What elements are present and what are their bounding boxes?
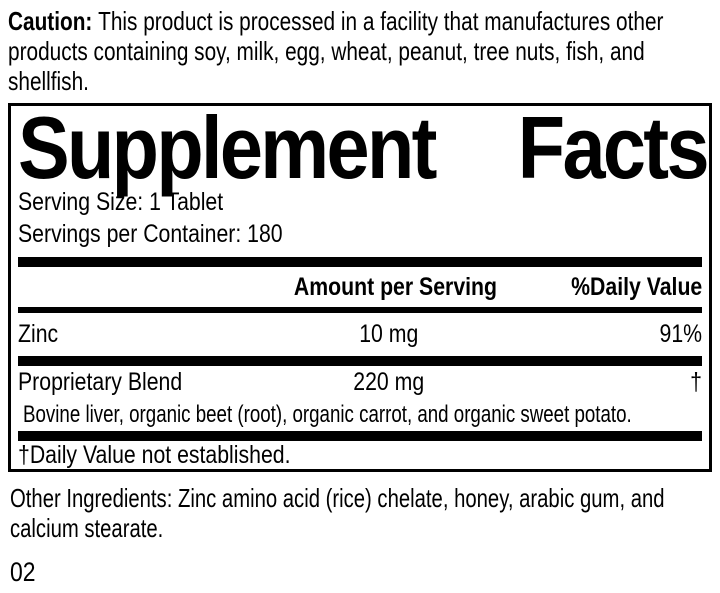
serving-info: Serving Size: 1 Tablet Servings per Cont… <box>18 186 702 250</box>
divider-bar-thick <box>18 356 702 366</box>
blend-description: Bovine liver, organic beet (root), organ… <box>23 400 632 428</box>
nutrient-amount: 10 mg <box>358 320 419 348</box>
other-ingredients-line-1: Other Ingredients: Zinc amino acid (rice… <box>10 483 665 513</box>
daily-value-header: %Daily Value <box>570 272 702 301</box>
divider-bar-medium <box>18 307 702 313</box>
title-word-supplement: Supplement <box>18 98 437 197</box>
nutrient-name: Proprietary Blend <box>18 367 183 396</box>
serving-size: Serving Size: 1 Tablet <box>18 188 224 216</box>
caution-text: Caution: This product is processed in a … <box>8 6 712 96</box>
nutrient-row-zinc: Zinc 10 mg 91% <box>18 313 702 356</box>
divider-bar-thick <box>18 431 702 441</box>
panel-title: Supplement Facts <box>18 98 709 197</box>
nutrient-dv: 91% <box>659 320 702 348</box>
caution-line-3: shellfish. <box>8 66 89 96</box>
caution-line-1: Caution: This product is processed in a … <box>8 6 663 36</box>
nutrient-amount: 220 mg <box>353 367 424 396</box>
supplement-facts-panel: Supplement Facts Serving Size: 1 Tablet … <box>8 103 712 472</box>
amount-per-serving-header: Amount per Serving <box>293 272 498 301</box>
nutrient-dv: † <box>690 367 702 396</box>
servings-per-container: Servings per Container: 180 <box>18 220 283 248</box>
title-word-facts: Facts <box>517 98 709 197</box>
divider-bar-thick <box>18 257 702 267</box>
other-ingredients-line-2: calcium stearate. <box>10 513 164 543</box>
nutrient-row-proprietary-blend: Proprietary Blend 220 mg † <box>18 366 702 398</box>
page-code: 02 <box>10 557 36 587</box>
daily-value-footnote: †Daily Value not established. <box>18 441 291 469</box>
caution-line-2: products containing soy, milk, egg, whea… <box>8 36 645 66</box>
column-header-row: Amount per Serving %Daily Value <box>18 267 702 307</box>
caution-label: Caution: <box>8 6 93 36</box>
other-ingredients: Other Ingredients: Zinc amino acid (rice… <box>10 483 712 543</box>
caution-line-1-text: This product is processed in a facility … <box>98 6 664 36</box>
nutrient-name: Zinc <box>18 320 59 348</box>
